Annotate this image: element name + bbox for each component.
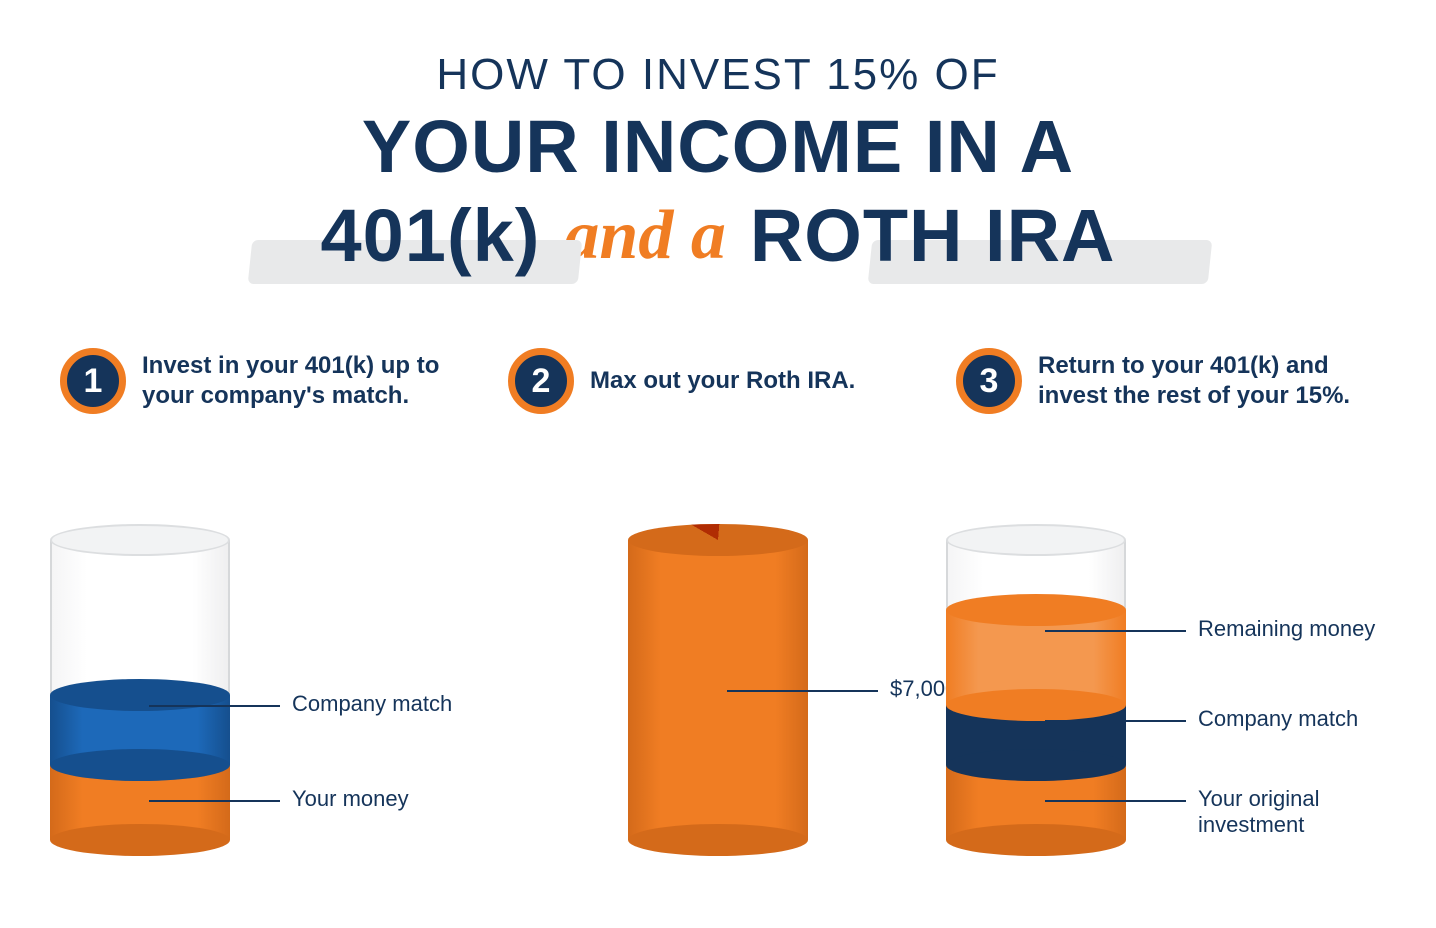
leader-line — [1045, 720, 1186, 722]
band-bottom-company-match — [50, 749, 230, 781]
cylinder-1-group: Company matchYour money — [50, 540, 490, 840]
glass-top-ellipse — [50, 524, 230, 556]
leader-line — [149, 705, 280, 707]
step-3-text: Return to your 401(k) and invest the res… — [1038, 351, 1376, 411]
cylinder-label: Company match — [292, 691, 512, 717]
leader-line — [727, 690, 878, 692]
cylinder-bottom-ellipse — [628, 824, 808, 856]
title-line2: YOUR INCOME IN A — [0, 104, 1436, 189]
band-bottom-remaining-money — [946, 689, 1126, 721]
band-top-remaining-money — [946, 594, 1126, 626]
title-line1: HOW TO INVEST 15% OF — [0, 50, 1436, 100]
cylinder-label: Remaining money — [1198, 616, 1418, 642]
leader-line — [1045, 800, 1186, 802]
title-roth-ira: ROTH IRA — [750, 193, 1116, 278]
band-bottom-your-money — [50, 824, 230, 856]
infographic-header: HOW TO INVEST 15% OF YOUR INCOME IN A 40… — [0, 0, 1436, 278]
cylinder-2-group: $7,000 — [498, 540, 938, 840]
cylinder-3 — [946, 540, 1126, 840]
cylinder-label: Your money — [292, 786, 512, 812]
leader-line — [149, 800, 280, 802]
pie-wedge — [628, 524, 808, 556]
leader-line — [1045, 630, 1186, 632]
title-401k: 401(k) — [321, 193, 541, 278]
cylinders-row: Company matchYour money $7,000 Remaining… — [0, 540, 1436, 840]
title-and-a: and a — [564, 196, 725, 276]
cylinder-label: Company match — [1198, 706, 1418, 732]
band-bottom-company-match — [946, 749, 1126, 781]
step-2-text: Max out your Roth IRA. — [590, 366, 855, 396]
cylinder-1 — [50, 540, 230, 840]
steps-row: 1 Invest in your 401(k) up to your compa… — [0, 348, 1436, 414]
step-1-text: Invest in your 401(k) up to your company… — [142, 351, 480, 411]
step-1: 1 Invest in your 401(k) up to your compa… — [60, 348, 480, 414]
step-3-badge: 3 — [956, 348, 1022, 414]
cylinder-3-group: Remaining moneyCompany matchYour origina… — [946, 540, 1386, 840]
step-2-badge: 2 — [508, 348, 574, 414]
band-bottom-your-original-investment — [946, 824, 1126, 856]
cylinder-label: Your original investment — [1198, 786, 1418, 839]
step-1-badge: 1 — [60, 348, 126, 414]
title-line3: 401(k) and a ROTH IRA — [0, 193, 1436, 278]
step-2: 2 Max out your Roth IRA. — [508, 348, 928, 414]
step-3: 3 Return to your 401(k) and invest the r… — [956, 348, 1376, 414]
glass-top-ellipse — [946, 524, 1126, 556]
